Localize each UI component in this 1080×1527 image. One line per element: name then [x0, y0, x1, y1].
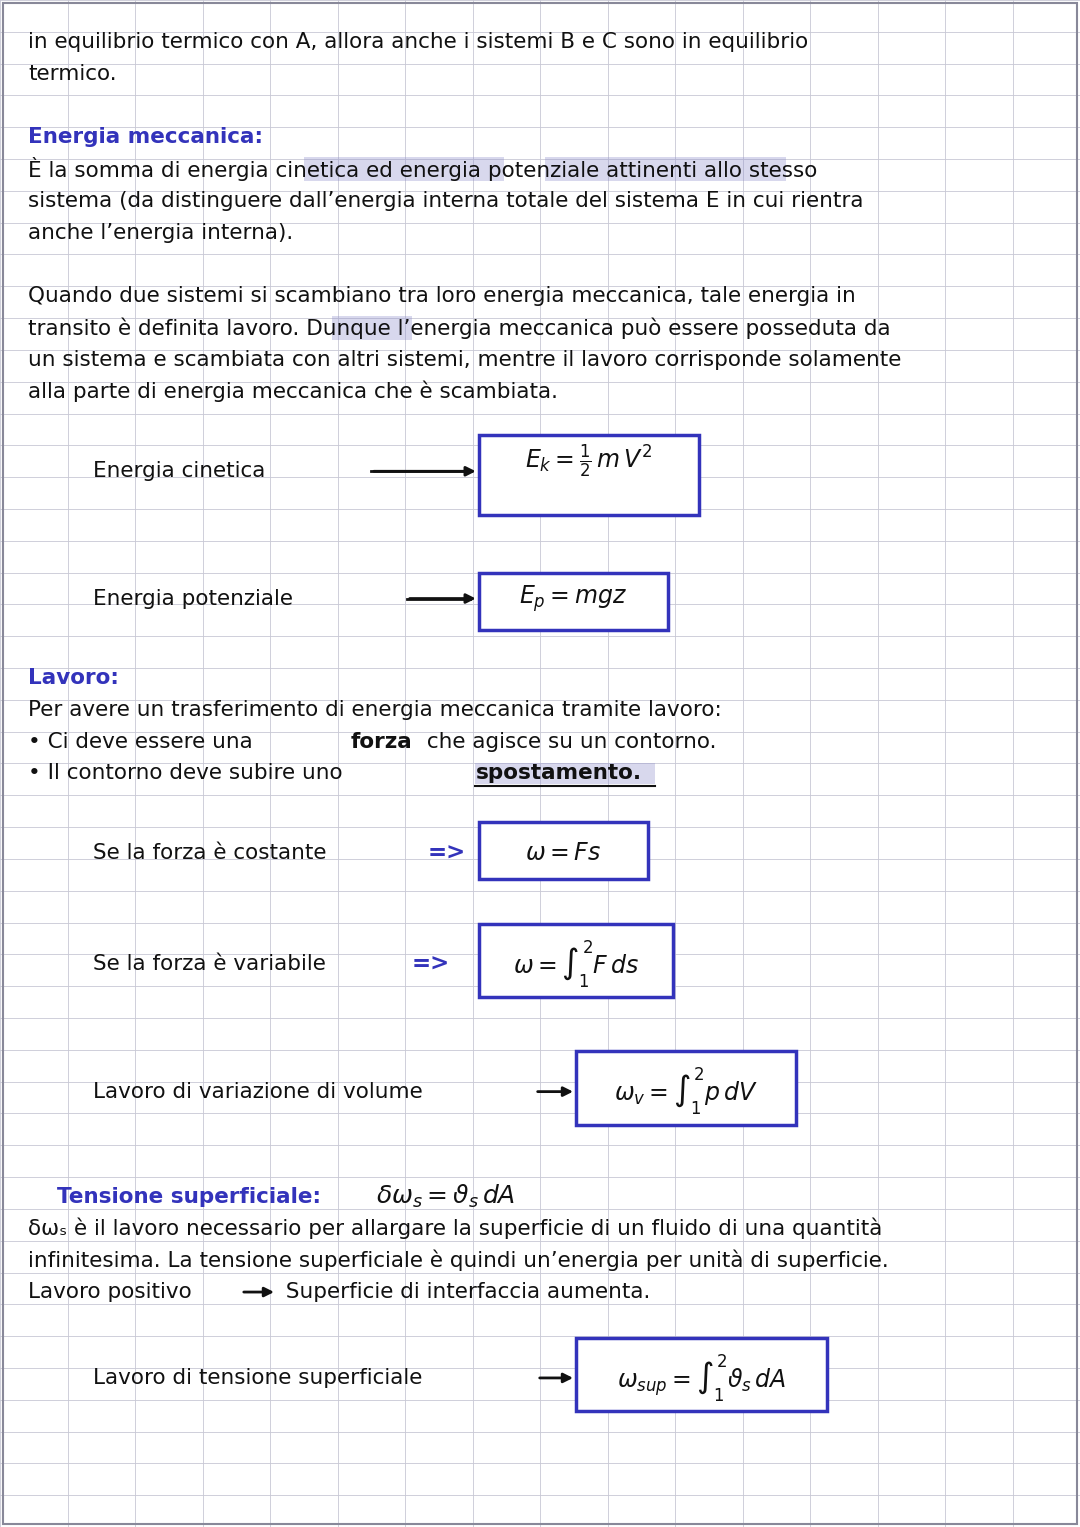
Text: =>: =>: [411, 953, 450, 976]
FancyBboxPatch shape: [576, 1338, 826, 1411]
Text: Energia meccanica:: Energia meccanica:: [28, 127, 264, 147]
Text: Lavoro:: Lavoro:: [28, 667, 119, 689]
Text: anche l’energia interna).: anche l’energia interna).: [28, 223, 294, 243]
Text: • Ci deve essere una: • Ci deve essere una: [28, 731, 259, 751]
Text: Lavoro positivo: Lavoro positivo: [28, 1283, 199, 1303]
Text: Energia potenziale: Energia potenziale: [93, 588, 293, 609]
Text: un sistema e scambiata con altri sistemi, mentre il lavoro corrisponde solamente: un sistema e scambiata con altri sistemi…: [28, 350, 902, 370]
Text: È la somma di energia cinetica ed energia potenziale attinenti allo stesso: È la somma di energia cinetica ed energi…: [28, 157, 818, 182]
Bar: [545, 157, 786, 182]
Text: Energia cinetica: Energia cinetica: [93, 461, 266, 481]
Text: Quando due sistemi si scambiano tra loro energia meccanica, tale energia in: Quando due sistemi si scambiano tra loro…: [28, 286, 855, 307]
FancyBboxPatch shape: [478, 573, 669, 631]
Text: forza: forza: [351, 731, 413, 751]
Text: $\omega = Fs$: $\omega = Fs$: [525, 841, 602, 864]
Text: $\omega_{sup} = \int_{1}^{2} \vartheta_s\, dA$: $\omega_{sup} = \int_{1}^{2} \vartheta_s…: [617, 1353, 786, 1403]
Bar: [475, 764, 654, 783]
Text: Lavoro di variazione di volume: Lavoro di variazione di volume: [93, 1081, 422, 1101]
Text: $\delta\omega_s = \vartheta_s\, dA$: $\delta\omega_s = \vartheta_s\, dA$: [376, 1183, 515, 1211]
Text: δωₛ è il lavoro necessario per allargare la superficie di un fluido di una quant: δωₛ è il lavoro necessario per allargare…: [28, 1217, 882, 1240]
Text: $\omega = \int_{1}^{2} F\, ds$: $\omega = \int_{1}^{2} F\, ds$: [513, 939, 639, 989]
Text: Se la forza è variabile: Se la forza è variabile: [93, 954, 326, 974]
Text: Lavoro di tensione superficiale: Lavoro di tensione superficiale: [93, 1368, 422, 1388]
Bar: [333, 316, 411, 341]
FancyBboxPatch shape: [478, 435, 699, 515]
Text: in equilibrio termico con A, allora anche i sistemi B e C sono in equilibrio: in equilibrio termico con A, allora anch…: [28, 32, 808, 52]
Text: termico.: termico.: [28, 64, 117, 84]
Text: =>: =>: [428, 841, 465, 864]
Text: Superficie di interfaccia aumenta.: Superficie di interfaccia aumenta.: [279, 1283, 650, 1303]
Text: $E_p = mgz$: $E_p = mgz$: [519, 583, 627, 614]
Text: infinitesima. La tensione superficiale è quindi un’energia per unità di superfic: infinitesima. La tensione superficiale è…: [28, 1249, 889, 1270]
Text: che agisce su un contorno.: che agisce su un contorno.: [420, 731, 717, 751]
Text: • Il contorno deve subire uno: • Il contorno deve subire uno: [28, 764, 350, 783]
Text: Se la forza è costante: Se la forza è costante: [93, 843, 326, 863]
Bar: [305, 157, 504, 182]
FancyBboxPatch shape: [478, 924, 673, 997]
Text: alla parte di energia meccanica che è scambiata.: alla parte di energia meccanica che è sc…: [28, 382, 558, 403]
FancyBboxPatch shape: [576, 1052, 796, 1124]
Text: $\omega_v = \int_{1}^{2} p\, dV$: $\omega_v = \int_{1}^{2} p\, dV$: [615, 1066, 758, 1118]
Text: transito è definita lavoro. Dunque l’energia meccanica può essere posseduta da: transito è definita lavoro. Dunque l’ene…: [28, 318, 891, 339]
Text: $E_k = \frac{1}{2}\, m\, V^2$: $E_k = \frac{1}{2}\, m\, V^2$: [525, 443, 652, 481]
Text: sistema (da distinguere dall’energia interna totale del sistema E in cui rientra: sistema (da distinguere dall’energia int…: [28, 191, 864, 211]
Text: spostamento.: spostamento.: [475, 764, 642, 783]
FancyBboxPatch shape: [478, 822, 648, 880]
Text: Per avere un trasferimento di energia meccanica tramite lavoro:: Per avere un trasferimento di energia me…: [28, 699, 721, 719]
Text: Tensione superficiale:: Tensione superficiale:: [56, 1186, 321, 1206]
